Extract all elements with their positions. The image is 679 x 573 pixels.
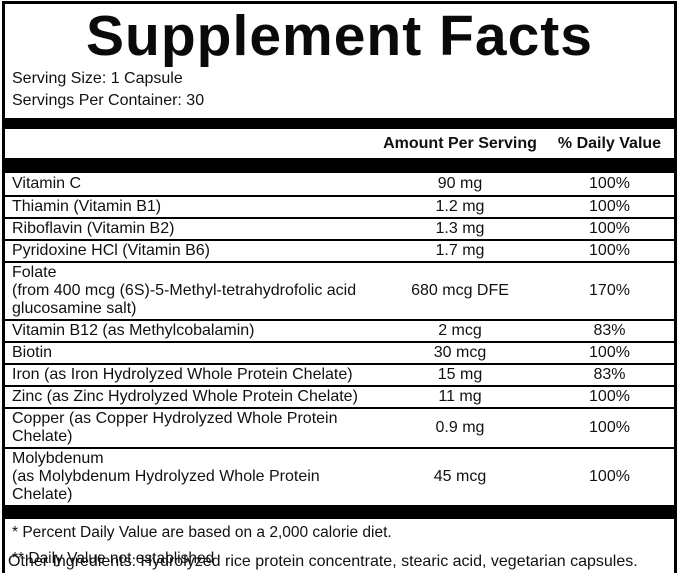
nutrient-name: Thiamin (Vitamin B1)	[12, 198, 162, 215]
other-ingredients-text: Other Ingredients: Hydrolyzed rice prote…	[8, 553, 638, 570]
nutrient-amount: 11 mg	[438, 388, 482, 405]
table-row: Zinc (as Zinc Hydrolyzed Whole Protein C…	[5, 385, 674, 407]
nutrient-amount: 30 mcg	[433, 344, 487, 361]
nutrient-name: Copper (as Copper Hydrolyzed Whole Prote…	[12, 410, 338, 445]
table-row: Vitamin C 90 mg 100%	[5, 173, 674, 195]
column-header-percent-daily-value: % Daily Value	[557, 134, 662, 152]
nutrient-name: Zinc (as Zinc Hydrolyzed Whole Protein C…	[12, 388, 358, 405]
nutrient-table: Vitamin C 90 mg 100% Thiamin (Vitamin B1…	[5, 173, 674, 505]
table-row: Copper (as Copper Hydrolyzed Whole Prote…	[5, 407, 674, 447]
nutrient-amount: 45 mcg	[433, 468, 487, 485]
table-row: Thiamin (Vitamin B1) 1.2 mg 100%	[5, 195, 674, 217]
nutrient-name: Riboflavin (Vitamin B2)	[12, 220, 175, 237]
footnote-percent-daily-value: * Percent Daily Value are based on a 2,0…	[12, 524, 392, 541]
nutrient-name: Vitamin C	[12, 175, 82, 192]
nutrient-daily-value: 100%	[589, 468, 630, 485]
nutrient-amount: 1.3 mg	[435, 220, 485, 237]
nutrient-daily-value: 100%	[589, 388, 630, 405]
footnote-daily-value-not-established: ** Daily Value not established	[12, 550, 215, 567]
nutrient-daily-value: 100%	[589, 175, 630, 192]
separator-bar-top	[5, 118, 674, 129]
nutrient-amount: 680 mcg DFE	[411, 282, 509, 299]
nutrient-daily-value: 100%	[589, 344, 630, 361]
nutrient-name: Vitamin B12 (as Methylcobalamin)	[12, 322, 255, 339]
serving-size-text: Serving Size: 1 Capsule	[12, 70, 183, 87]
servings-per-container-text: Servings Per Container: 30	[12, 92, 205, 109]
nutrient-name: Iron (as Iron Hydrolyzed Whole Protein C…	[12, 366, 353, 383]
table-row: Iron (as Iron Hydrolyzed Whole Protein C…	[5, 363, 674, 385]
nutrient-daily-value: 100%	[589, 419, 630, 436]
nutrient-daily-value: 100%	[589, 198, 630, 215]
serving-info: Serving Size: 1 Capsule Servings Per Con…	[5, 66, 674, 118]
nutrient-amount: 1.2 mg	[435, 198, 485, 215]
nutrient-amount: 1.7 mg	[435, 242, 485, 259]
nutrient-amount: 0.9 mg	[435, 419, 485, 436]
nutrient-name: Molybdenum (as Molybdenum Hydrolyzed Whol…	[12, 450, 320, 503]
table-row: Molybdenum (as Molybdenum Hydrolyzed Whol…	[5, 447, 674, 505]
nutrient-daily-value: 83%	[593, 366, 626, 383]
table-header-row: Amount Per Serving % Daily Value	[5, 129, 674, 158]
table-row: Pyridoxine HCl (Vitamin B6) 1.7 mg 100%	[5, 239, 674, 261]
nutrient-daily-value: 170%	[589, 282, 630, 299]
nutrient-name: Biotin	[12, 344, 53, 361]
nutrient-name: Folate (from 400 mcg (6S)-5-Methyl-tetrah…	[12, 264, 357, 317]
nutrient-name: Pyridoxine HCl (Vitamin B6)	[12, 242, 210, 259]
nutrient-amount: 15 mg	[437, 366, 483, 383]
separator-bar-footer	[5, 505, 674, 519]
column-header-amount-per-serving: Amount Per Serving	[383, 134, 537, 152]
nutrient-daily-value: 83%	[593, 322, 626, 339]
table-row: Riboflavin (Vitamin B2) 1.3 mg 100%	[5, 217, 674, 239]
table-row: Vitamin B12 (as Methylcobalamin) 2 mcg 8…	[5, 319, 674, 341]
nutrient-amount: 90 mg	[437, 175, 483, 192]
nutrient-amount: 2 mcg	[438, 322, 482, 339]
nutrient-daily-value: 100%	[589, 242, 630, 259]
separator-bar-header	[5, 158, 674, 173]
table-row: Biotin 30 mcg 100%	[5, 341, 674, 363]
table-row: Folate (from 400 mcg (6S)-5-Methyl-tetrah…	[5, 261, 674, 319]
panel-title: Supplement Facts	[86, 4, 593, 68]
nutrient-daily-value: 100%	[589, 220, 630, 237]
